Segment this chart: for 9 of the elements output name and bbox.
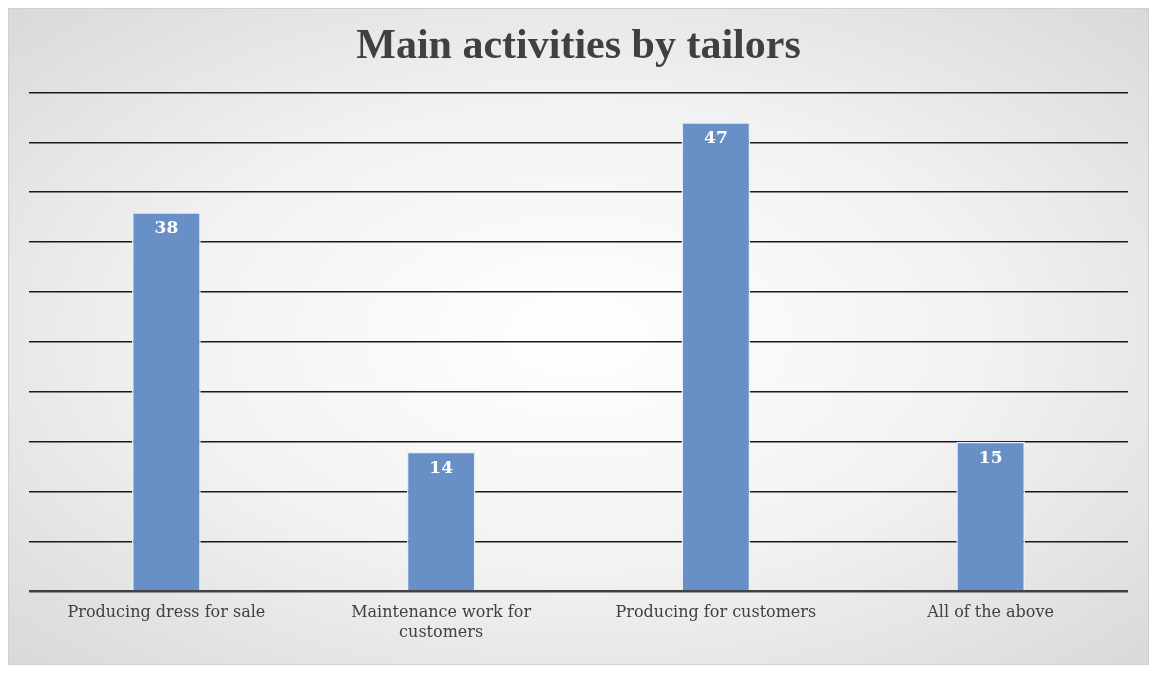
data-label: 14	[429, 456, 454, 477]
x-tick-label: Producing for customers	[615, 602, 817, 622]
data-label: 38	[154, 217, 179, 238]
chart-title: Main activities by tailors	[356, 21, 801, 68]
x-tick-label: All of the above	[926, 602, 1054, 622]
data-label: 15	[978, 446, 1003, 467]
x-tick-label: Maintenance work for customers	[351, 602, 532, 641]
x-tick-label: Producing dress for sale	[67, 602, 266, 622]
data-label: 47	[704, 127, 728, 148]
